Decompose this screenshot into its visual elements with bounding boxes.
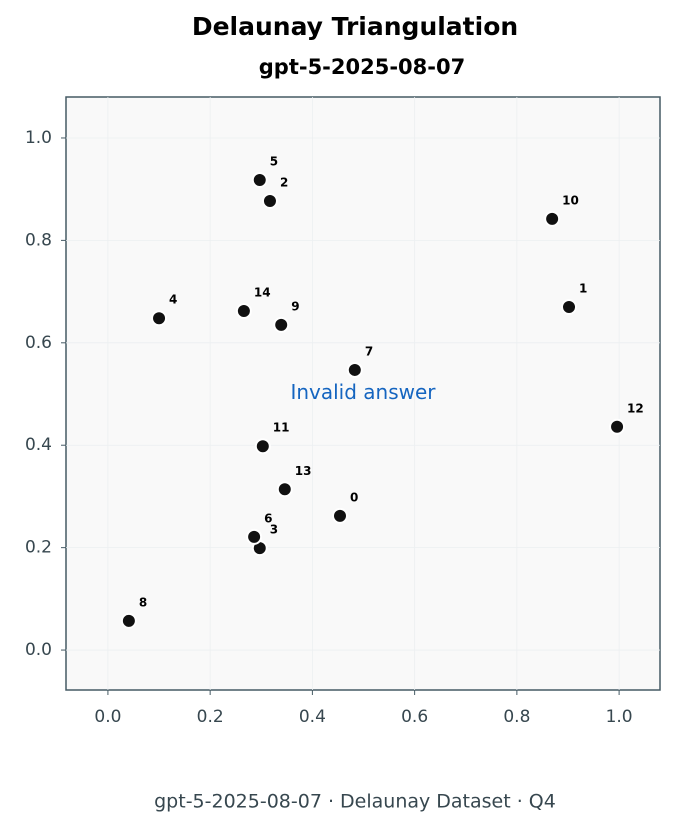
point-label: 5 bbox=[270, 154, 278, 168]
y-tick-label: 0.8 bbox=[25, 230, 52, 250]
point bbox=[254, 438, 271, 455]
point bbox=[273, 316, 290, 333]
y-tick-label: 0.2 bbox=[25, 538, 52, 558]
point-label: 0 bbox=[350, 490, 358, 504]
point bbox=[561, 298, 578, 315]
point-label: 3 bbox=[270, 523, 278, 537]
x-tick-label: 1.0 bbox=[606, 707, 633, 727]
x-tick-label: 0.2 bbox=[197, 707, 224, 727]
x-tick-label: 0.0 bbox=[94, 707, 121, 727]
x-tick-label: 0.8 bbox=[503, 707, 530, 727]
point bbox=[151, 310, 168, 327]
x-tick-label: 0.6 bbox=[401, 707, 428, 727]
point bbox=[246, 528, 263, 545]
point bbox=[261, 192, 278, 209]
point bbox=[346, 361, 363, 378]
point-label: 2 bbox=[280, 175, 288, 189]
point bbox=[609, 418, 626, 435]
point bbox=[120, 612, 137, 629]
point-label: 7 bbox=[365, 344, 373, 358]
point-label: 4 bbox=[169, 293, 177, 307]
point bbox=[331, 507, 348, 524]
point-label: 9 bbox=[291, 299, 299, 313]
point-label: 10 bbox=[562, 193, 579, 207]
x-tick-label: 0.4 bbox=[299, 707, 326, 727]
y-tick-label: 0.4 bbox=[25, 435, 52, 455]
chart-title: Delaunay Triangulation bbox=[192, 12, 518, 41]
point bbox=[251, 171, 268, 188]
point-label: 13 bbox=[295, 464, 312, 478]
y-tick-label: 0.0 bbox=[25, 640, 52, 660]
annotation: Invalid answer bbox=[290, 380, 436, 404]
y-tick-label: 0.6 bbox=[25, 333, 52, 353]
point bbox=[544, 210, 561, 227]
plot-area bbox=[65, 96, 661, 691]
footer: gpt-5-2025-08-07 · Delaunay Dataset · Q4 bbox=[154, 791, 556, 813]
point-label: 14 bbox=[254, 286, 271, 300]
chart-subtitle: gpt-5-2025-08-07 bbox=[259, 55, 465, 79]
y-tick-label: 1.0 bbox=[25, 128, 52, 148]
point-label: 1 bbox=[579, 281, 587, 295]
point-label: 8 bbox=[139, 595, 147, 609]
point-label: 11 bbox=[273, 421, 290, 435]
point-label: 12 bbox=[627, 401, 644, 415]
point bbox=[235, 303, 252, 320]
point bbox=[276, 481, 293, 498]
point-label: 6 bbox=[264, 511, 272, 525]
